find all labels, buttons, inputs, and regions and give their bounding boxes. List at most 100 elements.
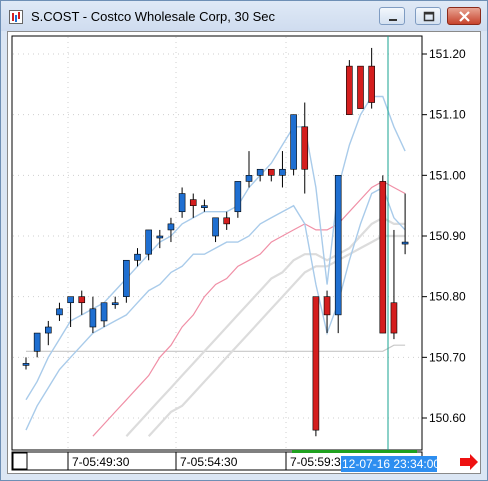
- right-arrow-icon[interactable]: [460, 454, 478, 470]
- candle: [334, 175, 342, 334]
- candle-body: [301, 126, 309, 170]
- candle: [267, 168, 275, 182]
- candle-body: [312, 296, 320, 431]
- candle: [301, 102, 309, 194]
- ma-gray-line: [147, 234, 406, 437]
- candle-body: [256, 168, 264, 176]
- candle: [312, 296, 320, 437]
- candle-body: [357, 65, 364, 109]
- candle-body: [78, 296, 86, 304]
- close-button[interactable]: [447, 7, 481, 25]
- candle-body: [279, 168, 286, 176]
- maximize-button[interactable]: [415, 7, 441, 25]
- candle: [256, 168, 264, 182]
- long-moving-average: [26, 344, 406, 352]
- candle: [22, 357, 30, 370]
- candle-body: [212, 217, 219, 237]
- candle: [390, 229, 398, 340]
- minimize-button[interactable]: [379, 7, 405, 25]
- candle: [156, 229, 164, 249]
- candle-body: [290, 114, 297, 170]
- maximize-icon: [423, 11, 435, 22]
- candle-body: [334, 175, 342, 316]
- candle-body: [189, 199, 197, 206]
- candle: [167, 217, 175, 243]
- x-label: 7-05:49:30: [72, 455, 130, 469]
- candle-body: [134, 253, 141, 261]
- candle-body: [390, 302, 398, 334]
- candle-body: [167, 223, 175, 231]
- candle-body: [323, 296, 331, 316]
- candle: [223, 211, 230, 230]
- candle-body: [267, 168, 275, 176]
- candle: [44, 320, 52, 346]
- candle-body: [368, 65, 375, 103]
- grid: [13, 37, 421, 449]
- pink-moving-average: [92, 180, 406, 437]
- candle: [279, 151, 286, 188]
- candle: [368, 47, 375, 109]
- candle: [33, 332, 41, 358]
- ma-pink-line: [92, 180, 406, 437]
- window-title: S.COST - Costco Wholesale Corp, 30 Sec: [31, 9, 275, 24]
- session-bar: [292, 450, 417, 453]
- candle: [346, 60, 353, 115]
- close-icon: [459, 11, 470, 22]
- candle: [201, 199, 208, 212]
- candle-body: [346, 65, 353, 115]
- candlesticks: [22, 47, 409, 437]
- candle-body: [201, 205, 208, 208]
- candle: [145, 229, 152, 261]
- gray-moving-averages: [125, 216, 406, 437]
- chart-client-area: 151.20 151.10 151.00 150.90 150.80 150.70 150.…: [7, 31, 481, 474]
- candle: [212, 217, 219, 243]
- price-chart[interactable]: 151.20 151.10 151.00 150.90 150.80 150.70 150.…: [8, 32, 482, 475]
- candle: [401, 193, 409, 255]
- candle-body: [379, 181, 387, 334]
- cursor-time-label: 12-07-16 23:34:00: [342, 457, 440, 471]
- candle: [111, 296, 119, 309]
- band-lower-line: [25, 186, 406, 431]
- candle-body: [401, 241, 409, 245]
- candle: [323, 290, 331, 334]
- ma-gray-line: [125, 216, 406, 437]
- candle: [234, 181, 242, 218]
- candle-body: [145, 229, 152, 255]
- candle-body: [156, 235, 164, 239]
- x-axis-handle[interactable]: [12, 452, 28, 470]
- y-tick-label: 150.90: [429, 229, 466, 243]
- candle-body: [100, 302, 108, 322]
- candle: [123, 259, 130, 303]
- y-tick-label: 150.60: [429, 411, 466, 425]
- cursor-time-label-bg: [341, 456, 437, 472]
- y-tick-label: 151.20: [429, 47, 466, 61]
- candle-body: [56, 308, 63, 316]
- candle-body: [89, 308, 97, 328]
- candle-body: [22, 363, 30, 366]
- candle: [379, 175, 387, 334]
- candle-body: [223, 217, 230, 225]
- candle: [134, 248, 141, 267]
- candle-body: [234, 181, 242, 213]
- candle: [67, 296, 74, 327]
- candle: [100, 302, 108, 327]
- minimize-icon: [389, 19, 397, 21]
- candle: [357, 65, 364, 109]
- candle-body: [67, 296, 74, 304]
- title-bar[interactable]: S.COST - Costco Wholesale Corp, 30 Sec: [1, 1, 487, 31]
- chart-app-icon: [9, 10, 23, 24]
- y-tick-label: 150.70: [429, 350, 466, 364]
- y-axis: 151.20 151.10 151.00 150.90 150.80 150.70 150.…: [422, 47, 466, 425]
- candle-body: [44, 326, 52, 334]
- x-label: 7-05:59:3: [290, 455, 341, 469]
- candle: [189, 193, 197, 218]
- y-tick-label: 150.80: [429, 290, 466, 304]
- candle: [178, 187, 186, 218]
- ma-long-line: [26, 344, 406, 352]
- y-tick-label: 151.00: [429, 168, 466, 182]
- candle: [245, 151, 253, 188]
- candle: [89, 296, 97, 334]
- candle-body: [111, 302, 119, 306]
- candle: [78, 290, 86, 315]
